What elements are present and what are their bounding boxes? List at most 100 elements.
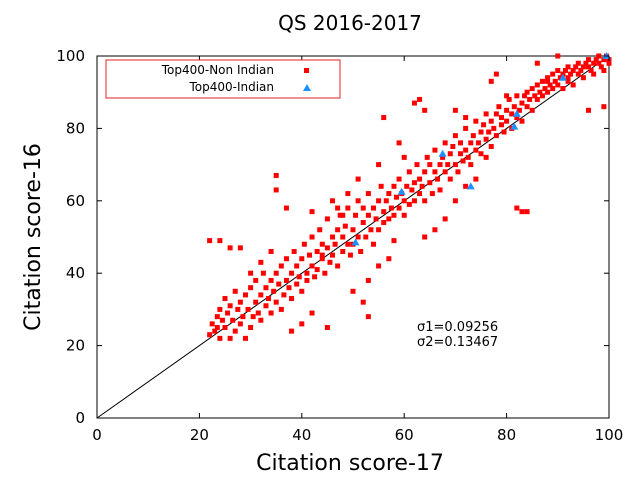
data-point-non-indian — [575, 71, 581, 77]
data-point-non-indian — [591, 71, 597, 77]
data-point-non-indian — [365, 212, 371, 218]
data-point-non-indian — [370, 241, 376, 247]
data-point-non-indian — [522, 93, 528, 99]
data-point-non-indian — [427, 180, 433, 186]
data-point-non-indian — [493, 71, 499, 77]
data-point-non-indian — [242, 292, 248, 298]
data-point-non-indian — [488, 78, 494, 84]
data-point-non-indian — [355, 176, 361, 182]
data-point-non-indian — [355, 198, 361, 204]
data-point-non-indian — [281, 292, 287, 298]
data-point-non-indian — [245, 306, 251, 312]
x-tick-label: 100 — [595, 426, 624, 444]
data-point-non-indian — [442, 140, 448, 146]
data-point-non-indian — [545, 75, 551, 81]
data-point-non-indian — [391, 183, 397, 189]
data-point-non-indian — [212, 328, 218, 334]
data-point-non-indian — [529, 107, 535, 113]
data-point-indian — [397, 187, 406, 195]
data-point-non-indian — [235, 306, 241, 312]
data-point-non-indian — [396, 140, 402, 146]
data-point-non-indian — [330, 234, 336, 240]
data-point-non-indian — [258, 292, 264, 298]
y-tick-label: 80 — [66, 119, 85, 137]
data-point-non-indian — [319, 252, 325, 258]
data-point-non-indian — [376, 227, 382, 233]
data-point-non-indian — [427, 162, 433, 168]
data-point-non-indian — [222, 325, 228, 330]
data-point-non-indian — [227, 303, 233, 309]
data-point-non-indian — [266, 296, 272, 302]
data-point-non-indian — [496, 104, 502, 110]
data-point-non-indian — [237, 299, 243, 305]
data-point-non-indian — [458, 151, 464, 157]
data-point-non-indian — [283, 256, 289, 262]
data-point-non-indian — [447, 151, 453, 157]
data-point-non-indian — [237, 321, 243, 327]
data-point-non-indian — [591, 60, 597, 66]
data-point-non-indian — [463, 115, 469, 121]
data-point-non-indian — [332, 241, 338, 247]
data-point-non-indian — [289, 296, 295, 302]
data-point-non-indian — [411, 100, 417, 106]
data-point-non-indian — [299, 288, 305, 294]
data-point-non-indian — [519, 118, 525, 124]
data-point-non-indian — [319, 241, 325, 247]
data-point-non-indian — [296, 274, 302, 280]
data-point-non-indian — [422, 169, 428, 175]
data-point-non-indian — [504, 93, 510, 99]
data-point-non-indian — [534, 96, 540, 102]
data-point-non-indian — [253, 299, 259, 305]
data-point-non-indian — [586, 64, 592, 70]
data-point-non-indian — [596, 60, 602, 66]
data-point-non-indian — [542, 86, 548, 92]
data-point-non-indian — [493, 111, 499, 117]
data-point-non-indian — [417, 176, 423, 182]
data-point-non-indian — [386, 256, 392, 262]
data-point-non-indian — [232, 328, 238, 334]
data-point-non-indian — [473, 118, 479, 124]
data-point-non-indian — [404, 183, 410, 189]
y-tick-label: 60 — [66, 192, 85, 210]
data-point-non-indian — [437, 162, 443, 168]
data-point-non-indian — [583, 60, 589, 66]
data-point-non-indian — [335, 263, 341, 269]
data-point-non-indian — [411, 198, 417, 204]
data-point-non-indian — [314, 267, 320, 273]
data-point-non-indian — [598, 64, 604, 70]
data-point-non-indian — [460, 158, 466, 164]
data-point-non-indian — [278, 263, 284, 269]
x-tick-label: 60 — [395, 426, 414, 444]
data-point-non-indian — [519, 209, 525, 215]
axis-ticks-layer: 0 20 40 60 80 100 0 20 40 60 80 100 — [56, 47, 623, 444]
data-point-non-indian — [422, 107, 428, 113]
data-point-non-indian — [524, 104, 530, 110]
data-point-non-indian — [378, 183, 384, 189]
data-point-non-indian — [248, 325, 254, 330]
data-point-non-indian — [294, 281, 300, 287]
data-point-non-indian — [560, 86, 566, 92]
legend-marker-non-indian — [304, 68, 309, 73]
data-point-non-indian — [442, 169, 448, 175]
data-point-non-indian — [432, 227, 438, 233]
data-point-non-indian — [381, 220, 387, 226]
data-point-non-indian — [565, 78, 571, 84]
sigma2-annotation: σ2=0.13467 — [417, 335, 498, 350]
data-point-non-indian — [376, 263, 382, 269]
data-point-non-indian — [475, 140, 481, 146]
data-point-non-indian — [458, 140, 464, 146]
data-point-non-indian — [565, 64, 571, 70]
data-point-non-indian — [545, 89, 551, 95]
data-point-non-indian — [511, 104, 517, 110]
data-point-non-indian — [396, 205, 402, 211]
data-point-non-indian — [304, 277, 310, 283]
data-point-non-indian — [309, 209, 315, 215]
data-point-non-indian — [468, 162, 474, 168]
data-point-non-indian — [463, 125, 469, 131]
data-point-non-indian — [527, 96, 533, 102]
data-point-non-indian — [253, 277, 259, 283]
data-point-non-indian — [222, 296, 228, 302]
data-point-non-indian — [260, 270, 266, 276]
data-point-non-indian — [286, 285, 292, 291]
